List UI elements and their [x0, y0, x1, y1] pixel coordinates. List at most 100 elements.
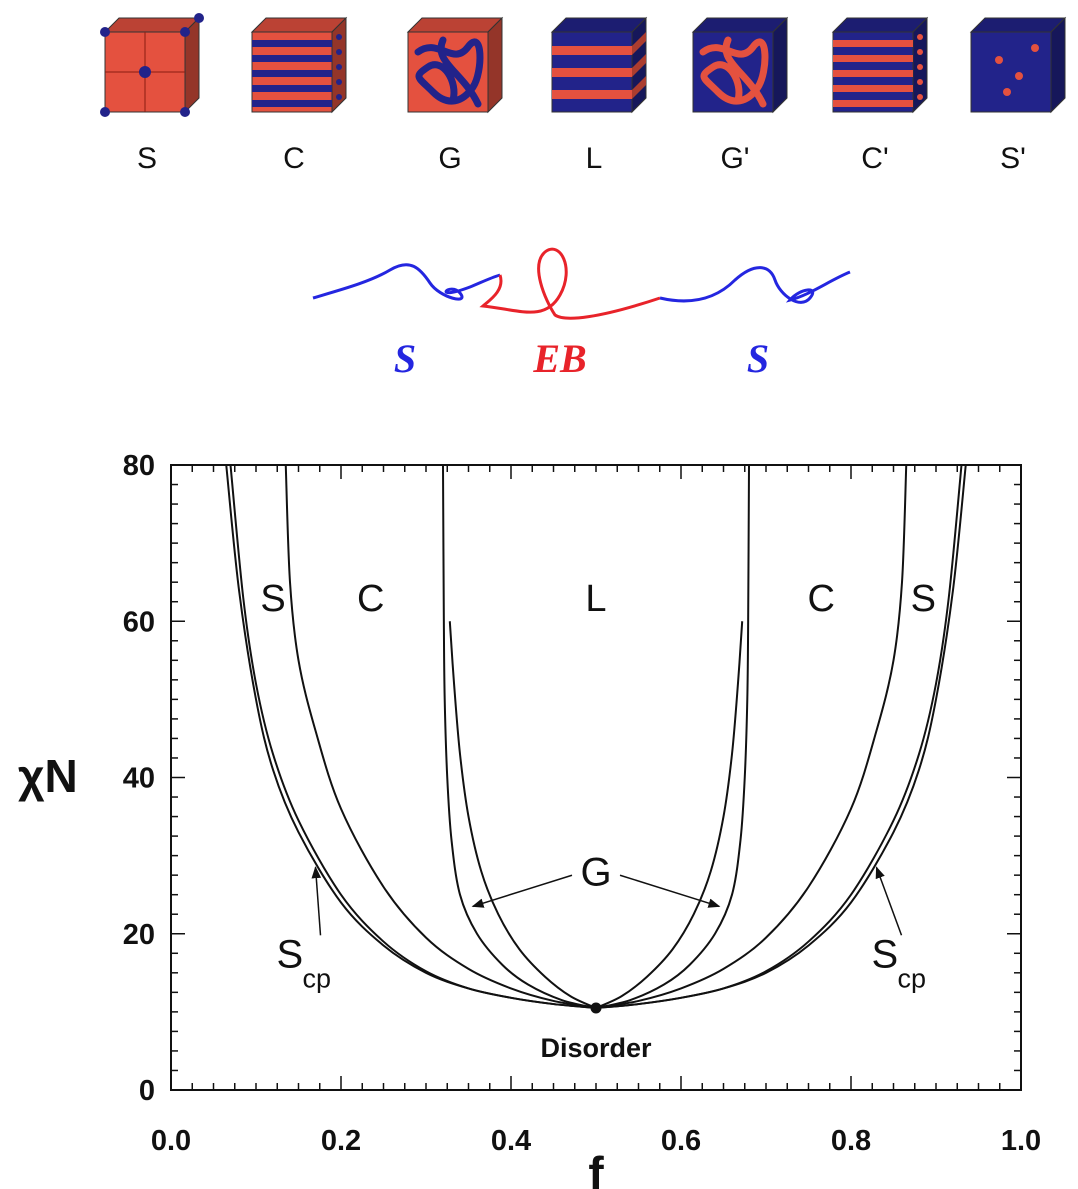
- polymer-block-s-right: [659, 266, 851, 304]
- morphology-cube-spheres: S: [100, 13, 204, 175]
- cylinder-end: [336, 94, 342, 100]
- sphere-domain: [180, 27, 190, 37]
- morphology-label: C': [861, 142, 888, 175]
- y-tick-label: 80: [123, 450, 155, 482]
- annotation-arrow: [619, 874, 721, 908]
- phase-boundary-0: [225, 465, 597, 1009]
- region-label: C: [357, 578, 384, 620]
- lamella-side: [632, 76, 646, 99]
- cube-side-face: [1050, 16, 1066, 114]
- cube-top-face: [406, 17, 504, 33]
- cube-top-face: [969, 17, 1067, 33]
- region-label: S: [260, 578, 285, 620]
- morphology-label: C: [283, 142, 305, 175]
- cylinder-domain: [833, 55, 913, 62]
- phase-boundary-8: [595, 465, 750, 1009]
- sphere-domain: [194, 13, 204, 23]
- x-tick-label: 0.4: [491, 1125, 531, 1157]
- cube-top-face: [250, 17, 348, 33]
- cylinder-domain: [252, 100, 332, 107]
- critical-point-marker: [590, 1002, 602, 1014]
- y-tick-label: 0: [139, 1075, 155, 1107]
- phase-boundary-5: [595, 465, 967, 1009]
- sphere-domain: [180, 107, 190, 117]
- phase-boundary-3: [442, 465, 597, 1009]
- cylinder-domain: [252, 85, 332, 92]
- polymer-block-s-left: [312, 263, 501, 301]
- morphology-cube-gyroid: G': [691, 16, 789, 175]
- cube-top-face: [550, 17, 648, 33]
- cube-side-face: [487, 16, 503, 114]
- phase-boundary-2: [284, 465, 597, 1009]
- sphere-domain: [1015, 72, 1023, 80]
- cube-front-face: [970, 31, 1052, 113]
- x-tick-label: 0.2: [321, 1125, 361, 1157]
- sphere-domain: [100, 27, 110, 37]
- annotation-label: S: [277, 932, 304, 976]
- lamella-domain: [552, 90, 632, 99]
- sphere-domain: [139, 66, 151, 78]
- polymer-label-s-right: S: [747, 336, 769, 381]
- cylinder-end: [917, 79, 923, 85]
- lamella-domain: [552, 46, 632, 55]
- annotation-label: S: [872, 932, 899, 976]
- polymer-block-eb: [479, 247, 661, 320]
- morphology-label: S': [1000, 142, 1026, 175]
- annotation-subscript: cp: [303, 963, 332, 993]
- sphere-domain: [100, 107, 110, 117]
- cylinder-domain: [252, 40, 332, 47]
- cylinder-end: [336, 49, 342, 55]
- morphology-label: G: [438, 142, 461, 175]
- sphere-domain: [995, 56, 1003, 64]
- cylinder-domain: [252, 55, 332, 62]
- morphology-label: G': [720, 142, 749, 175]
- morphology-cube-lamellae: L: [550, 16, 648, 175]
- phase-boundary-7: [595, 465, 908, 1009]
- axis-ticks: [170, 464, 1022, 1091]
- triblock-copolymer-diagram: S EB S: [312, 247, 851, 381]
- gyroid-network: [699, 36, 769, 108]
- y-tick-label: 40: [123, 763, 155, 795]
- morphology-cube-cylinders: C': [831, 16, 929, 175]
- morphology-cube-cylinders: C: [250, 16, 348, 175]
- annotation-arrow: [311, 866, 322, 936]
- x-axis-title: f: [588, 1147, 604, 1189]
- x-tick-label: 1.0: [1001, 1125, 1041, 1157]
- lamella-domain: [552, 68, 632, 77]
- morphology-row: S C G L G' C' S': [100, 13, 1067, 175]
- cylinder-domain: [252, 70, 332, 77]
- polymer-label-s-left: S: [394, 336, 416, 381]
- region-label: C: [808, 578, 835, 620]
- phase-boundary-9: [595, 621, 744, 1009]
- cube-top-face: [691, 17, 789, 33]
- polymer-label-eb: EB: [532, 336, 586, 381]
- cylinder-end: [336, 34, 342, 40]
- y-tick-label: 20: [123, 919, 155, 951]
- y-axis-title: χN: [18, 750, 78, 802]
- morphology-label: S: [137, 142, 157, 175]
- region-label: L: [585, 578, 606, 620]
- cylinder-end: [917, 64, 923, 70]
- cylinder-domain: [833, 70, 913, 77]
- cylinder-domain: [833, 85, 913, 92]
- sphere-domain: [1003, 88, 1011, 96]
- cylinder-end: [917, 34, 923, 40]
- cube-top-face: [831, 17, 929, 33]
- phase-boundary-6: [595, 465, 963, 1009]
- phase-boundary-1: [229, 465, 597, 1009]
- cylinder-end: [336, 64, 342, 70]
- morphology-cube-spheres: S': [969, 16, 1067, 175]
- x-tick-label: 0.8: [831, 1125, 871, 1157]
- region-label: S: [911, 578, 936, 620]
- x-tick-label: 0.6: [661, 1125, 701, 1157]
- phase-boundary-4: [448, 621, 597, 1009]
- plot-frame: [170, 464, 1022, 1091]
- y-tick-label: 60: [123, 606, 155, 638]
- phase-boundaries: [225, 465, 967, 1009]
- sphere-domain: [1031, 44, 1039, 52]
- cylinder-end: [336, 79, 342, 85]
- annotation-disorder: Disorder: [540, 1033, 652, 1063]
- lamella-side: [632, 54, 646, 77]
